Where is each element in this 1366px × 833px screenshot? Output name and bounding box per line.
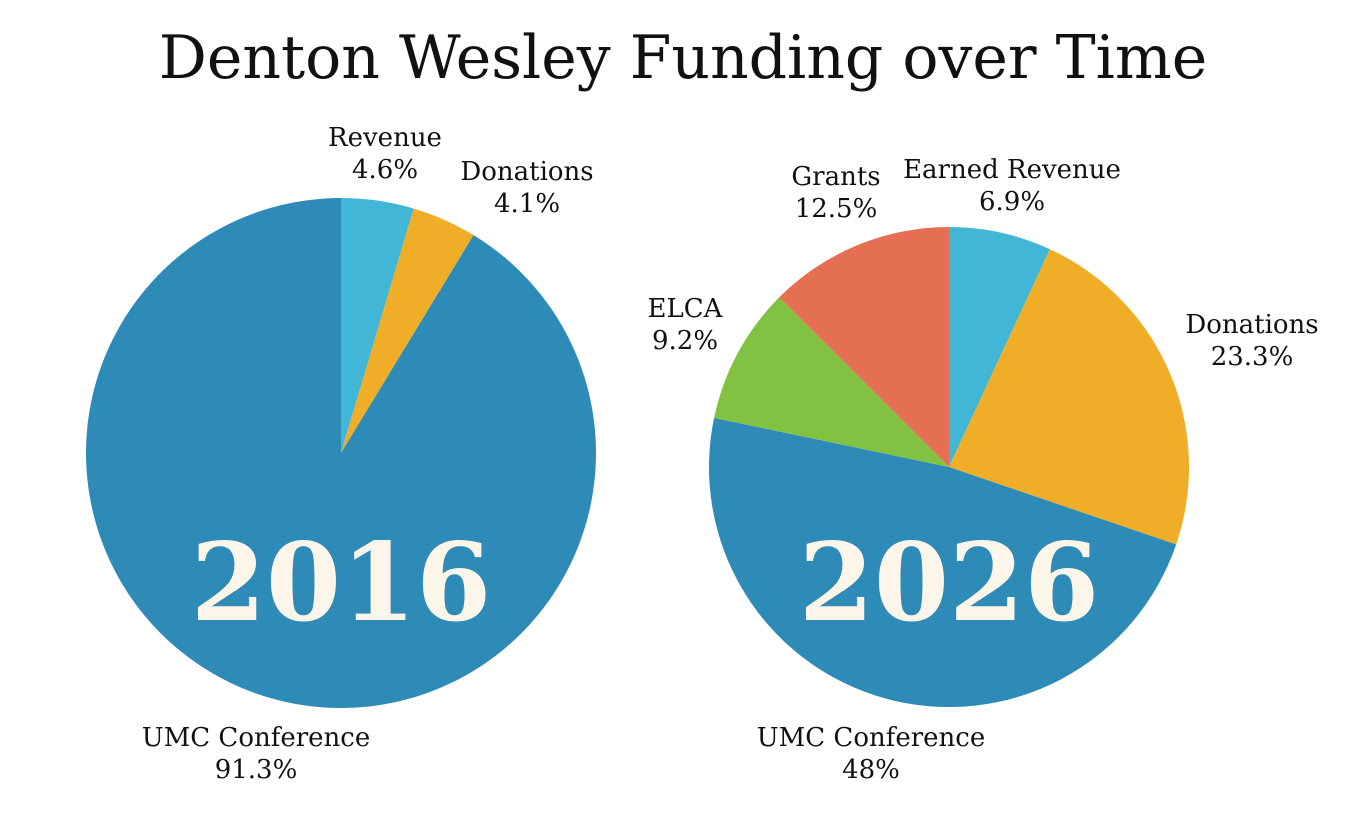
slice-percent-2016-umc-conference: 91.3% (215, 755, 298, 785)
slice-2026-earned-revenue (949, 227, 1050, 467)
slice-label-2016-donations: Donations (460, 157, 593, 187)
slice-2016-revenue (341, 198, 414, 453)
year-label-2016: 2016 (191, 520, 492, 646)
slice-2026-donations (949, 249, 1190, 545)
slice-percent-2026-umc-conference: 48% (842, 755, 900, 785)
year-label-2026: 2026 (799, 520, 1100, 646)
slice-percent-2026-elca: 9.2% (652, 326, 718, 356)
slice-label-2026-elca: ELCA (648, 294, 724, 324)
slice-2026-grants (779, 227, 949, 467)
slice-label-2026-earned-revenue: Earned Revenue (903, 155, 1121, 185)
slice-percent-2016-revenue: 4.6% (352, 155, 418, 185)
slice-label-2026-grants: Grants (791, 162, 880, 192)
slice-label-2026-donations: Donations (1185, 310, 1318, 340)
slice-2026-umc-conference (708, 417, 1177, 708)
slice-label-2016-revenue: Revenue (328, 123, 442, 153)
slice-label-2016-umc-conference: UMC Conference (142, 723, 371, 753)
slice-percent-2016-donations: 4.1% (494, 189, 560, 219)
slice-label-2026-umc-conference: UMC Conference (757, 723, 986, 753)
slice-2016-donations (341, 208, 474, 453)
slice-percent-2026-donations: 23.3% (1211, 342, 1294, 372)
pie-chart-2016 (85, 197, 596, 708)
slice-2026-elca (714, 297, 949, 467)
slice-percent-2026-earned-revenue: 6.9% (979, 187, 1045, 217)
chart-title: Denton Wesley Funding over Time (158, 23, 1208, 93)
slice-percent-2026-grants: 12.5% (795, 194, 878, 224)
pie-chart-2026 (708, 227, 1190, 708)
slice-2016-umc-conference (85, 197, 596, 708)
